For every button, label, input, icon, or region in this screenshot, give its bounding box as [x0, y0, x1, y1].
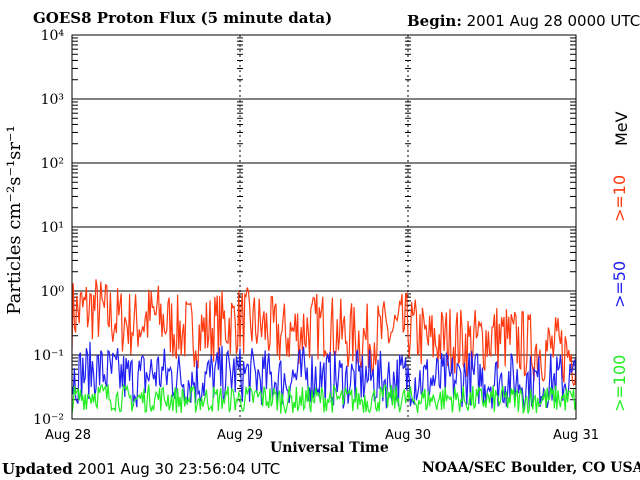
legend-item-50mev: >=50 [610, 260, 629, 308]
y-tick-label: 10⁻² [33, 412, 64, 428]
updated-value: 2001 Aug 30 23:56:04 UTC [77, 460, 281, 478]
x-tick-label: Aug 31 [553, 428, 599, 443]
begin-label: Begin: [407, 12, 462, 30]
x-tick-label: Aug 28 [45, 428, 91, 443]
updated-time: Updated 2001 Aug 30 23:56:04 UTC [2, 460, 280, 478]
begin-value: 2001 Aug 28 0000 UTC [466, 12, 640, 30]
legend-item-100mev: >=100 [610, 354, 629, 412]
series-line [71, 341, 577, 410]
y-tick-label: 10³ [41, 92, 64, 108]
updated-label: Updated [2, 460, 73, 478]
plot-frame [71, 34, 577, 420]
legend-item-10mev: >=10 [610, 174, 629, 222]
y-tick-label: 10⁰ [41, 284, 65, 300]
begin-time: Begin: 2001 Aug 28 0000 UTC [407, 12, 640, 30]
chart-title: GOES8 Proton Flux (5 minute data) [33, 9, 333, 27]
y-tick-label: 10² [41, 156, 64, 172]
series-line [71, 383, 577, 414]
x-tick-label: Aug 29 [217, 428, 263, 443]
x-axis-title: Universal Time [270, 440, 389, 456]
x-tick-label: Aug 30 [385, 428, 431, 443]
y-tick-label: 10¹ [41, 220, 64, 236]
credit-text: NOAA/SEC Boulder, CO USA [422, 460, 640, 476]
y-tick-label: 10⁻¹ [33, 348, 64, 364]
y-tick-label: 10⁴ [41, 28, 65, 44]
series-line [71, 279, 577, 386]
legend-unit: MeV [612, 111, 631, 146]
